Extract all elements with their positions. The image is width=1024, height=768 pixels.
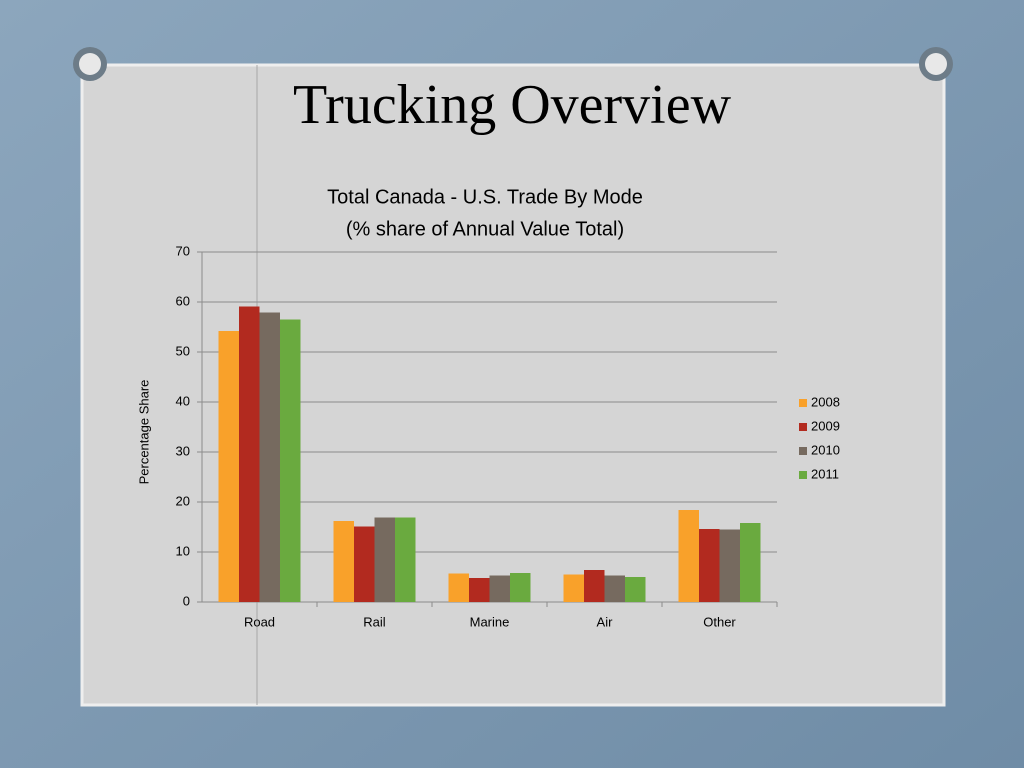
- bar: [354, 526, 375, 602]
- slide-title: Trucking Overview: [293, 74, 732, 136]
- x-tick-label: Rail: [363, 614, 386, 629]
- y-tick-label: 50: [176, 343, 190, 358]
- legend-label: 2008: [811, 394, 840, 409]
- bar: [333, 521, 354, 602]
- pin: [919, 47, 953, 81]
- chart-title: Total Canada - U.S. Trade By Mode: [327, 186, 643, 208]
- legend-swatch: [799, 399, 807, 407]
- bar: [699, 529, 720, 602]
- legend-label: 2009: [811, 418, 840, 433]
- bar: [510, 573, 531, 602]
- y-tick-label: 70: [176, 243, 190, 258]
- legend-swatch: [799, 447, 807, 455]
- slide-panel: [80, 63, 946, 707]
- bar: [280, 319, 301, 602]
- bar: [374, 517, 395, 602]
- legend-label: 2011: [811, 466, 839, 481]
- legend-label: 2010: [811, 442, 840, 457]
- bar: [740, 523, 761, 602]
- y-tick-label: 30: [176, 443, 190, 458]
- bar: [678, 510, 699, 602]
- x-tick-label: Marine: [470, 614, 510, 629]
- bar: [218, 331, 239, 602]
- bar: [239, 306, 260, 602]
- bar: [259, 312, 280, 602]
- y-tick-label: 10: [176, 543, 190, 558]
- bar: [604, 575, 625, 602]
- bar: [563, 574, 584, 602]
- pin: [73, 47, 107, 81]
- bar: [469, 578, 490, 602]
- y-axis-label: Percentage Share: [136, 380, 151, 485]
- bar: [584, 570, 605, 602]
- legend-swatch: [799, 423, 807, 431]
- bar: [719, 529, 740, 602]
- plot: 0 10 20 30 40 50 60 70 Road Rail Marine Air Other 200…: [176, 243, 840, 629]
- y-tick-label: 60: [176, 293, 190, 308]
- y-tick-label: 40: [176, 393, 190, 408]
- bar: [448, 573, 469, 602]
- legend-swatch: [799, 471, 807, 479]
- bar: [489, 575, 510, 602]
- bar: [395, 517, 416, 602]
- x-tick-label: Road: [244, 614, 275, 629]
- x-tick-label: Air: [597, 614, 614, 629]
- chart-subtitle: (% share of Annual Value Total): [346, 218, 624, 240]
- y-tick-label: 20: [176, 493, 190, 508]
- x-tick-label: Other: [703, 614, 736, 629]
- bar: [625, 577, 646, 602]
- y-tick-label: 0: [183, 593, 190, 608]
